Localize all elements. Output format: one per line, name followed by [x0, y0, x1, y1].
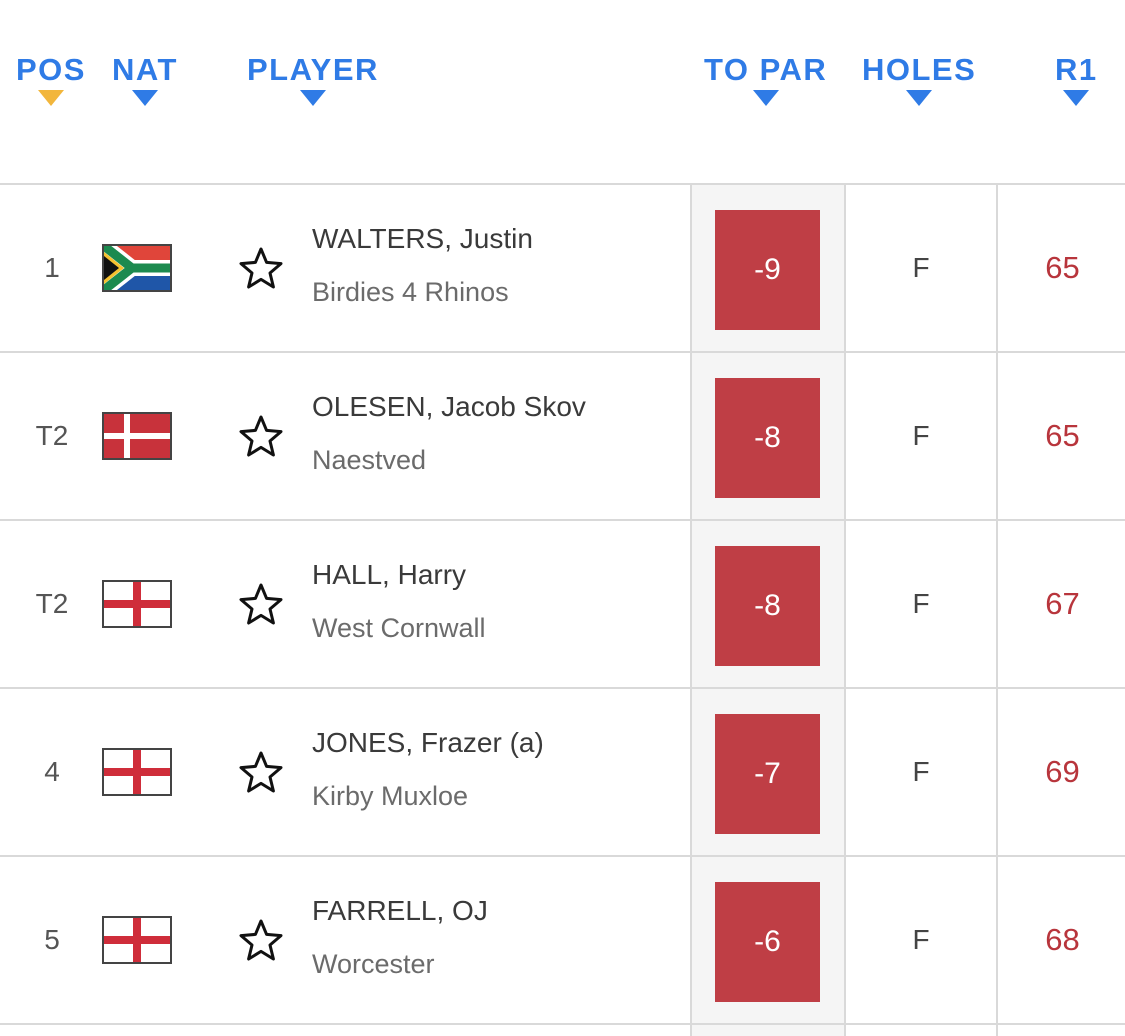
holes-played: F	[912, 252, 930, 283]
favorite-star-icon[interactable]	[238, 582, 284, 626]
round-1-score: 67	[1045, 586, 1080, 621]
to-par-score: -8	[715, 546, 820, 666]
row-divider	[0, 855, 1125, 857]
favorite-star-icon[interactable]	[238, 750, 284, 794]
r1-header-label: R1	[1055, 52, 1098, 87]
to-par-score: -7	[715, 714, 820, 834]
favorite-star-icon[interactable]	[238, 246, 284, 290]
player-club: Kirby Muxloe	[312, 781, 469, 811]
player-header-label: PLAYER	[247, 52, 379, 87]
sort-to-par-header[interactable]: TO PAR	[704, 52, 827, 106]
player-row[interactable]: 1 WALTERS, Justin Birdies 4 Rhinos -9 F …	[0, 185, 1125, 351]
player-club: West Cornwall	[312, 613, 486, 643]
england-flag-icon	[102, 748, 172, 796]
round-1-score: 65	[1045, 418, 1080, 453]
column-divider	[996, 185, 998, 1036]
pos-header-label: POS	[16, 52, 86, 87]
to-par-score: -9	[715, 210, 820, 330]
player-name[interactable]: OLESEN, Jacob Skov	[312, 391, 586, 422]
sort-caret-icon	[906, 90, 933, 106]
to-par-score: -8	[715, 378, 820, 498]
sort-player-header[interactable]: PLAYER	[247, 52, 379, 106]
sort-caret-icon	[299, 90, 326, 106]
holes-header-label: HOLES	[862, 52, 977, 87]
row-divider	[0, 519, 1125, 521]
round-1-score: 68	[1045, 922, 1080, 957]
sort-caret-icon	[131, 90, 158, 106]
column-divider	[844, 185, 846, 1036]
round-1-score: 69	[1045, 754, 1080, 789]
leaderboard-header: POS NAT PLAYER TO PAR HOLES R1	[0, 0, 1125, 184]
player-club: Worcester	[312, 949, 435, 979]
position: 4	[44, 756, 60, 787]
column-divider	[690, 185, 692, 1036]
round-1-score: 65	[1045, 250, 1080, 285]
holes-played: F	[912, 588, 930, 619]
row-divider	[0, 1023, 1125, 1025]
player-name[interactable]: HALL, Harry	[312, 559, 467, 590]
holes-played: F	[912, 924, 930, 955]
player-row[interactable]: T2 HALL, Harry West Cornwall -8 F 67	[0, 521, 1125, 687]
holes-played: F	[912, 756, 930, 787]
position: T2	[35, 588, 69, 619]
holes-played: F	[912, 420, 930, 451]
england-flag-icon	[102, 916, 172, 964]
player-name[interactable]: FARRELL, OJ	[312, 895, 488, 926]
favorite-star-icon[interactable]	[238, 918, 284, 962]
sort-pos-header[interactable]: POS	[16, 52, 86, 106]
nat-header-label: NAT	[112, 52, 178, 87]
sort-indicator-icon	[37, 90, 64, 106]
row-divider	[0, 351, 1125, 353]
south-africa-flag-icon	[102, 244, 172, 292]
player-row[interactable]: 4 JONES, Frazer (a) Kirby Muxloe -7 F 69	[0, 689, 1125, 855]
row-divider	[0, 183, 1125, 185]
position: 1	[44, 252, 60, 283]
sort-holes-header[interactable]: HOLES	[862, 52, 976, 106]
to-par-header-label: TO PAR	[704, 52, 828, 87]
row-divider	[0, 687, 1125, 689]
sort-nat-header[interactable]: NAT	[112, 52, 178, 106]
sort-caret-icon	[752, 90, 779, 106]
player-club: Birdies 4 Rhinos	[312, 277, 509, 307]
player-name[interactable]: WALTERS, Justin	[312, 223, 533, 254]
denmark-flag-icon	[102, 412, 172, 460]
sort-caret-icon	[1063, 90, 1090, 106]
player-row[interactable]: T2 OLESEN, Jacob Skov Naestved -8 F 65	[0, 353, 1125, 519]
player-name[interactable]: JONES, Frazer (a)	[312, 727, 544, 758]
position: T2	[35, 420, 69, 451]
england-flag-icon	[102, 580, 172, 628]
player-row[interactable]: 5 FARRELL, OJ Worcester -6 F 68	[0, 857, 1125, 1023]
to-par-score: -6	[715, 882, 820, 1002]
position: 5	[44, 924, 60, 955]
favorite-star-icon[interactable]	[238, 414, 284, 458]
sort-r1-header[interactable]: R1	[1055, 52, 1098, 106]
player-club: Naestved	[312, 445, 427, 475]
